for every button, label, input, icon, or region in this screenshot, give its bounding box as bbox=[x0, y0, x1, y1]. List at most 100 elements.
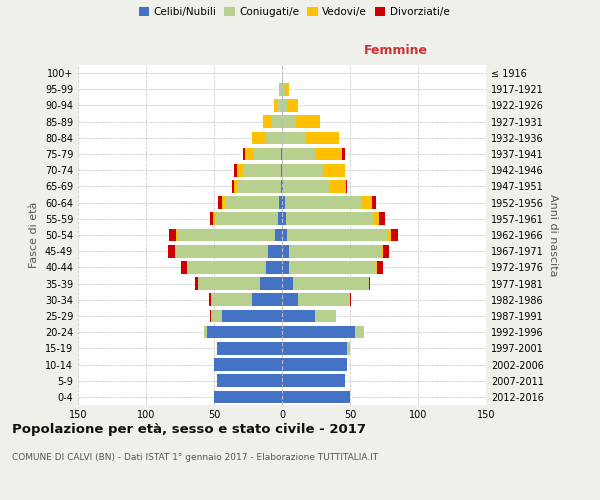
Bar bbox=[235, 180, 237, 192]
Bar bbox=[307, 132, 339, 144]
Bar bbox=[383, 245, 389, 258]
Bar bbox=[225, 196, 279, 209]
Bar bbox=[296, 116, 320, 128]
Bar bbox=[169, 228, 176, 241]
Bar bbox=[289, 245, 381, 258]
Bar bbox=[237, 180, 281, 192]
Bar bbox=[252, 132, 266, 144]
Text: Popolazione per età, sesso e stato civile - 2017: Popolazione per età, sesso e stato civil… bbox=[12, 422, 366, 436]
Bar bbox=[197, 278, 260, 290]
Bar bbox=[282, 390, 350, 403]
Bar bbox=[391, 228, 398, 241]
Bar bbox=[266, 132, 282, 144]
Bar bbox=[176, 228, 177, 241]
Bar bbox=[195, 278, 197, 290]
Bar bbox=[282, 164, 323, 176]
Bar bbox=[207, 326, 282, 338]
Text: COMUNE DI CALVI (BN) - Dati ISTAT 1° gennaio 2017 - Elaborazione TUTTITALIA.IT: COMUNE DI CALVI (BN) - Dati ISTAT 1° gen… bbox=[12, 452, 378, 462]
Bar bbox=[377, 261, 383, 274]
Bar bbox=[253, 148, 281, 160]
Text: Femmine: Femmine bbox=[364, 44, 428, 57]
Bar bbox=[209, 294, 211, 306]
Bar bbox=[282, 228, 287, 241]
Bar bbox=[350, 294, 352, 306]
Bar bbox=[355, 326, 364, 338]
Bar bbox=[242, 164, 281, 176]
Bar bbox=[376, 261, 377, 274]
Bar bbox=[168, 245, 175, 258]
Bar bbox=[282, 116, 296, 128]
Bar bbox=[347, 342, 350, 354]
Bar bbox=[282, 310, 314, 322]
Bar bbox=[373, 212, 379, 225]
Bar bbox=[281, 164, 282, 176]
Bar bbox=[282, 278, 293, 290]
Bar bbox=[205, 326, 207, 338]
Bar bbox=[268, 245, 282, 258]
Bar bbox=[218, 196, 222, 209]
Bar bbox=[245, 148, 253, 160]
Bar bbox=[314, 310, 337, 322]
Bar bbox=[211, 310, 222, 322]
Bar bbox=[282, 83, 285, 96]
Bar bbox=[232, 180, 235, 192]
Bar bbox=[222, 310, 282, 322]
Bar bbox=[279, 196, 282, 209]
Bar bbox=[277, 99, 282, 112]
Bar bbox=[211, 294, 252, 306]
Bar bbox=[222, 196, 225, 209]
Bar bbox=[260, 278, 282, 290]
Bar bbox=[285, 196, 361, 209]
Bar bbox=[215, 212, 278, 225]
Bar bbox=[282, 180, 283, 192]
Bar bbox=[263, 116, 271, 128]
Bar bbox=[379, 212, 385, 225]
Bar bbox=[271, 116, 282, 128]
Bar bbox=[237, 164, 242, 176]
Bar bbox=[282, 294, 298, 306]
Bar bbox=[187, 261, 266, 274]
Bar bbox=[275, 228, 282, 241]
Bar bbox=[282, 99, 287, 112]
Bar bbox=[361, 196, 372, 209]
Bar bbox=[279, 83, 282, 96]
Bar bbox=[286, 212, 373, 225]
Bar bbox=[175, 245, 176, 258]
Bar bbox=[369, 278, 370, 290]
Bar bbox=[252, 294, 282, 306]
Bar bbox=[314, 148, 342, 160]
Bar bbox=[214, 358, 282, 371]
Bar bbox=[346, 180, 347, 192]
Bar bbox=[282, 358, 347, 371]
Bar bbox=[287, 99, 298, 112]
Bar bbox=[342, 148, 344, 160]
Bar bbox=[323, 164, 344, 176]
Y-axis label: Fasce di età: Fasce di età bbox=[29, 202, 39, 268]
Y-axis label: Anni di nascita: Anni di nascita bbox=[548, 194, 557, 276]
Bar bbox=[282, 342, 347, 354]
Bar bbox=[282, 148, 314, 160]
Bar bbox=[287, 228, 388, 241]
Bar bbox=[210, 212, 212, 225]
Bar bbox=[274, 99, 277, 112]
Bar bbox=[283, 180, 329, 192]
Bar bbox=[282, 212, 286, 225]
Bar bbox=[177, 228, 275, 241]
Bar bbox=[278, 212, 282, 225]
Bar bbox=[293, 278, 369, 290]
Bar bbox=[372, 196, 376, 209]
Bar bbox=[298, 294, 350, 306]
Legend: Celibi/Nubili, Coniugati/e, Vedovi/e, Divorziati/e: Celibi/Nubili, Coniugati/e, Vedovi/e, Di… bbox=[134, 2, 454, 22]
Bar bbox=[282, 245, 289, 258]
Bar bbox=[266, 261, 282, 274]
Bar bbox=[282, 326, 355, 338]
Bar bbox=[214, 390, 282, 403]
Bar bbox=[289, 261, 376, 274]
Bar bbox=[235, 164, 237, 176]
Bar bbox=[388, 228, 391, 241]
Bar bbox=[282, 374, 344, 387]
Bar bbox=[176, 245, 268, 258]
Bar bbox=[381, 245, 383, 258]
Bar bbox=[210, 310, 211, 322]
Bar bbox=[281, 180, 282, 192]
